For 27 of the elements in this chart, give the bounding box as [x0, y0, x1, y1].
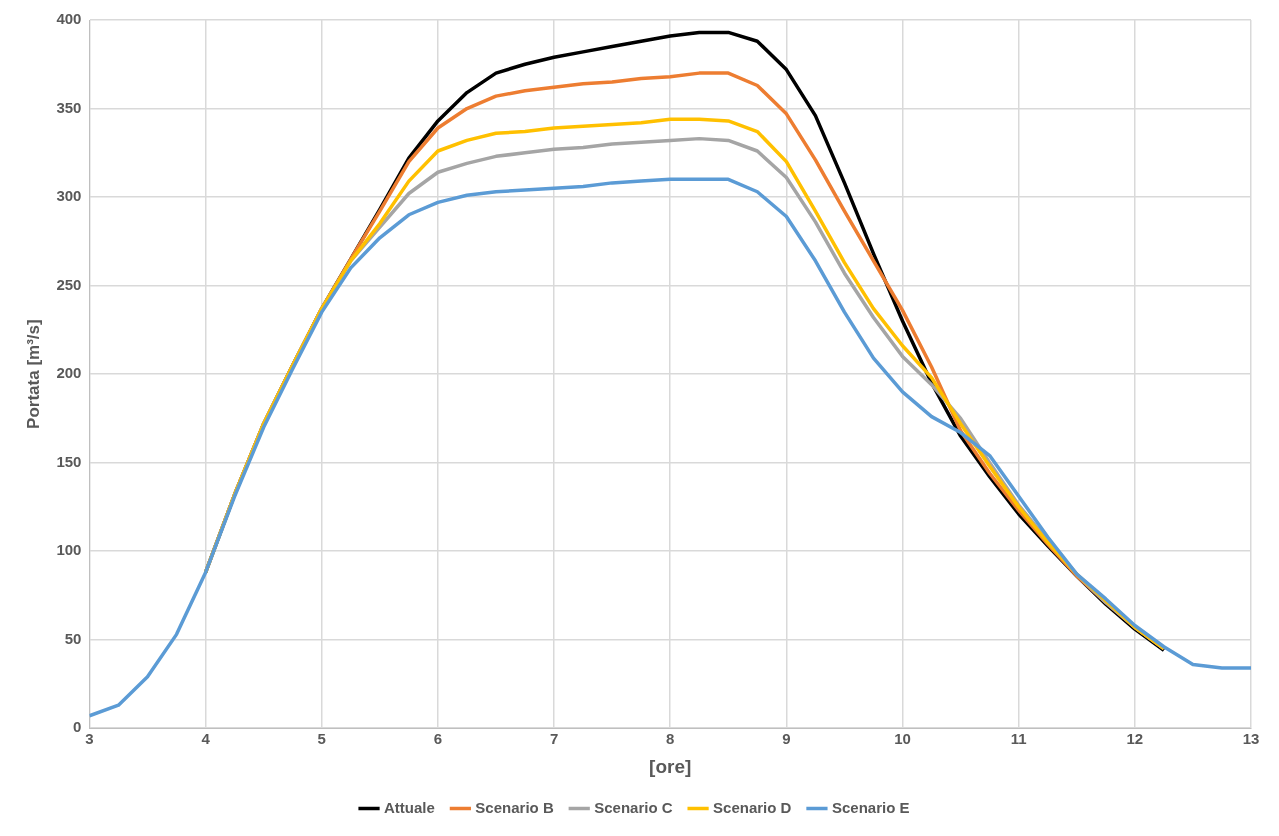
- y-tick-label: 300: [56, 187, 82, 205]
- y-axis-title: Portata [m³/s]: [23, 319, 43, 429]
- legend-label: Scenario C: [594, 798, 673, 816]
- y-tick-label: 400: [56, 10, 82, 28]
- x-tick-label: 7: [549, 730, 559, 748]
- y-tick-label: 50: [64, 629, 82, 647]
- x-tick-label: 4: [201, 730, 211, 748]
- legend-label: Scenario E: [831, 798, 910, 816]
- y-tick-label: 100: [56, 541, 82, 559]
- y-tick-label: 250: [56, 275, 82, 293]
- x-tick-label: 3: [85, 730, 94, 748]
- x-tick-label: 12: [1126, 730, 1144, 748]
- x-axis-title: [ore]: [649, 755, 692, 777]
- x-tick-label: 6: [433, 730, 443, 748]
- y-tick-label: 350: [56, 98, 82, 116]
- x-tick-label: 8: [666, 730, 675, 748]
- x-tick-label: 9: [782, 730, 791, 748]
- legend-label: Scenario D: [713, 798, 792, 816]
- x-tick-label: 13: [1242, 730, 1260, 748]
- y-tick-label: 200: [56, 364, 82, 382]
- legend-label: Attuale: [384, 798, 435, 816]
- y-tick-label: 0: [73, 718, 82, 736]
- y-tick-label: 150: [56, 452, 82, 470]
- x-tick-label: 11: [1010, 730, 1027, 748]
- x-tick-label: 5: [317, 730, 326, 748]
- legend-label: Scenario B: [475, 798, 554, 816]
- x-tick-label: 10: [894, 730, 911, 748]
